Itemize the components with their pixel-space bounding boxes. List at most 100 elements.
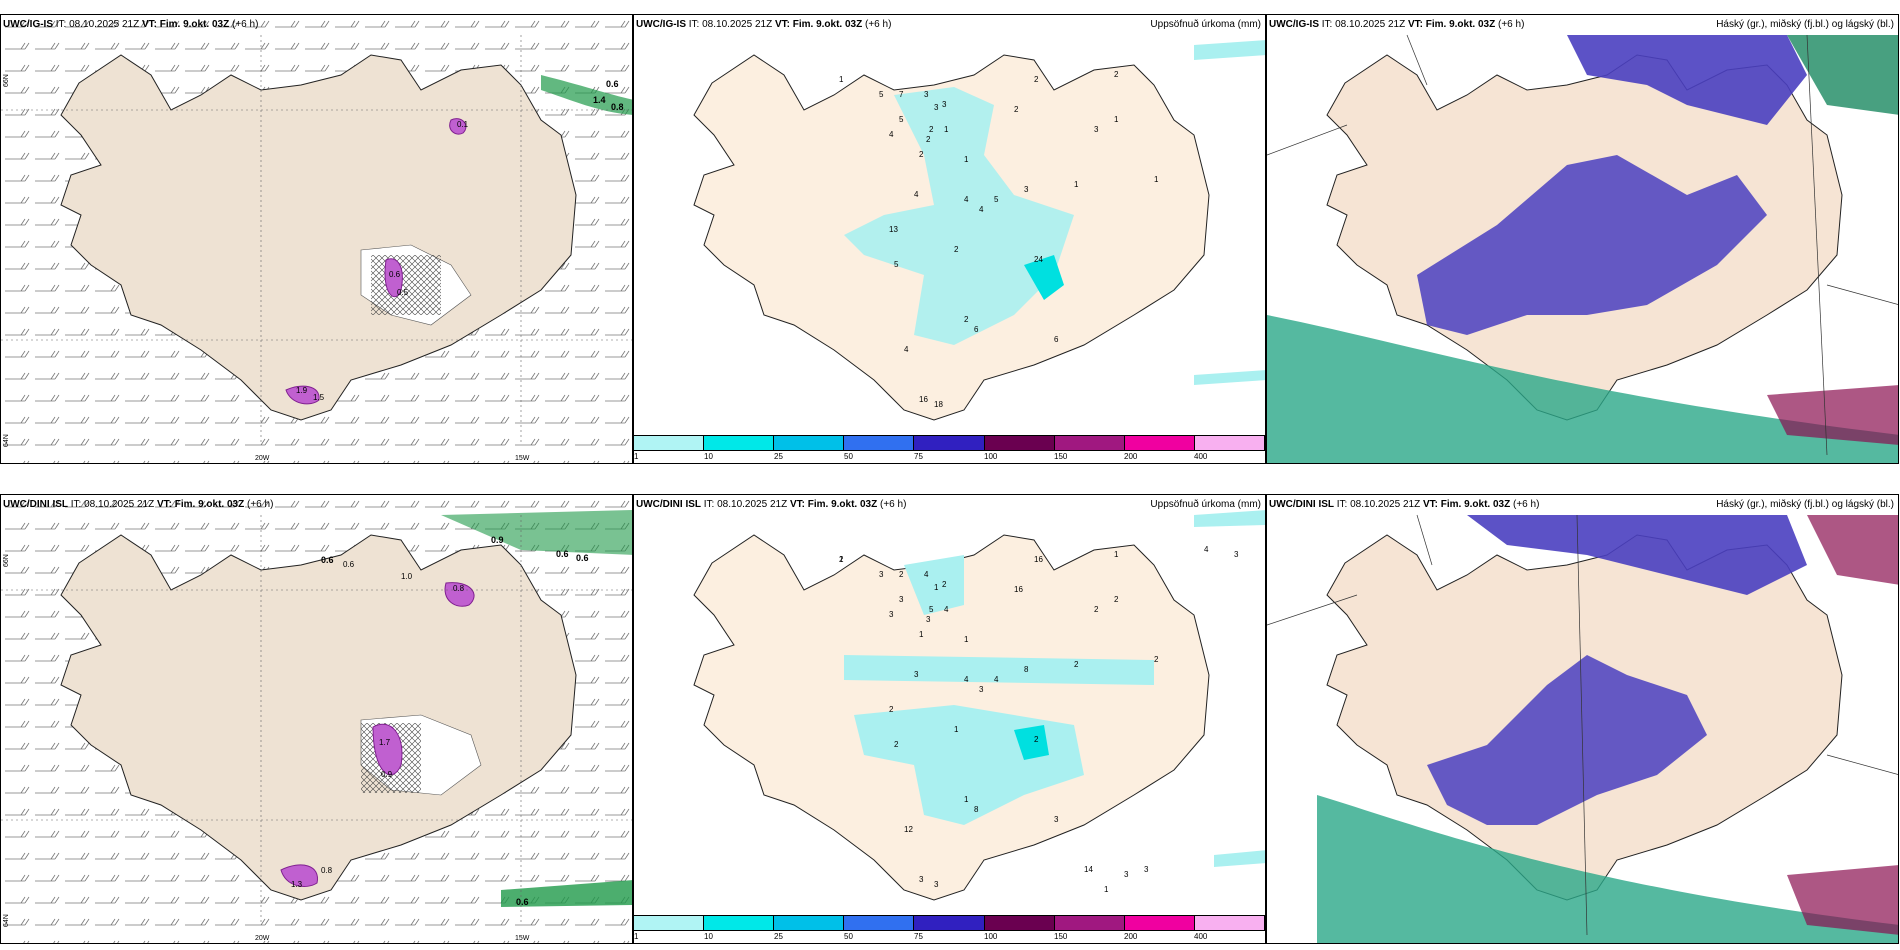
precip-value: 3 (1054, 815, 1059, 824)
precip-area (1214, 850, 1265, 867)
precip-area (844, 655, 1154, 685)
contour-label: 0.5 (397, 288, 409, 297)
precip-value: 1 (954, 725, 959, 734)
precip-value: 2 (894, 740, 899, 749)
colorbar: 1 10 25 50 75 100 150 200 400 (634, 435, 1265, 463)
precip-value: 1 (964, 795, 969, 804)
colorbar-swatch (704, 436, 775, 450)
precip-value: 3 (919, 875, 924, 884)
precip-value: 2 (942, 580, 947, 589)
precip-value: 8 (974, 805, 979, 814)
colorbar-tick: 150 (1054, 452, 1068, 461)
precip-value: 4 (1204, 545, 1209, 554)
precip-value: 2 (1114, 70, 1119, 79)
lon-label: 20W (255, 935, 270, 942)
iceland-land (60, 54, 577, 421)
panel-cloud-row1: UWC/IG-IS IT: 08.10.2025 21Z VT: Fim. 9.… (1266, 14, 1899, 464)
colorbar-swatch (634, 916, 705, 930)
precip-value: 5 (894, 260, 899, 269)
colorbar-tick: 75 (914, 932, 923, 941)
precip-value: 2 (1034, 735, 1039, 744)
colorbar-tick: 1 (634, 452, 639, 461)
precip-area (844, 87, 1074, 345)
panel-wind-row1: 0.6 0.8 1.4 0.1 0.6 1.5 1.9 0.5 UWC/IG-I… (0, 14, 633, 464)
precip-value: 5 (879, 90, 884, 99)
panel-cloud-row2: UWC/DINI ISL IT: 08.10.2025 21Z VT: Fim.… (1266, 494, 1899, 944)
contour-label: 0.6 (321, 555, 334, 565)
precip-value: 1 (964, 155, 969, 164)
mid-cloud (1567, 35, 1807, 125)
precip-value: 2 (1014, 105, 1019, 114)
contour-label: 0.8 (611, 102, 624, 112)
green-band (441, 510, 632, 555)
precip-value: 1 (839, 75, 844, 84)
precip-area (1014, 725, 1049, 760)
precip-value: 3 (914, 670, 919, 679)
colorbar-tick: 25 (774, 932, 783, 941)
low-cloud (1317, 795, 1898, 943)
colorbar-tick: 150 (1054, 932, 1068, 941)
colorbar-swatch (984, 916, 1055, 930)
precip-value: 1 (964, 635, 969, 644)
precip-value: 3 (899, 595, 904, 604)
high-cloud (1807, 515, 1898, 585)
precip-area (1024, 255, 1064, 300)
high-cloud (1767, 385, 1898, 445)
colorbar-tick: 400 (1194, 932, 1208, 941)
precip-value: 4 (964, 675, 969, 684)
colorbar-swatch (704, 916, 775, 930)
precip-value: 3 (942, 100, 947, 109)
precip-value: 2 (929, 125, 934, 134)
green-band (541, 75, 632, 115)
precip-value: 2 (926, 135, 931, 144)
precip-value: 1 (839, 555, 844, 564)
precip-value: 16 (919, 395, 928, 404)
wind-contour (372, 723, 403, 776)
precip-value: 2 (1114, 595, 1119, 604)
precip-area (1194, 370, 1265, 385)
precip-value: 4 (889, 130, 894, 139)
precip-value: 2 (954, 245, 959, 254)
mid-cloud (1467, 515, 1807, 595)
panel-variable-label: Háský (gr.), miðský (fj.bl.) og lágský (… (1716, 19, 1894, 30)
precip-value: 1 (919, 630, 924, 639)
colorbar-swatch (1124, 436, 1195, 450)
precip-value: 5 (929, 605, 934, 614)
colorbar-tick: 200 (1124, 932, 1138, 941)
colorbar-tick: 100 (984, 932, 998, 941)
precip-value: 1 (1154, 175, 1159, 184)
colorbar-tick: 50 (844, 932, 853, 941)
precip-value: 3 (926, 615, 931, 624)
precip-area (1194, 40, 1265, 60)
precip-value: 1 (934, 583, 939, 592)
high-cloud (1787, 35, 1898, 115)
panel-variable-label: Uppsöfnuð úrkoma (mm) (1150, 499, 1261, 510)
precip-value: 1 (944, 125, 949, 134)
precip-value: 2 (964, 315, 969, 324)
precip-value: 3 (1024, 185, 1029, 194)
contour-label: 0.8 (321, 866, 333, 875)
colorbar-swatch (1194, 916, 1265, 930)
precip-value: 6 (974, 325, 979, 334)
colorbar-tick: 1 (634, 932, 639, 941)
mid-cloud (1427, 655, 1707, 825)
precip-value: 4 (924, 570, 929, 579)
panel-precip-row1: 1 5 7 3 3 3 5 4 2 2 2 1 1 4 4 4 5 2 5 13 24 2 4 6 6 16 18 2 2 1 1 3 2 3 1 … (633, 14, 1266, 464)
contour-label: 1.7 (379, 738, 391, 747)
panel-precip-row2: 1 3 2 4 1 2 3 3 5 3 1 4 1 3 4 3 4 1 2 2 2 1 12 8 3 3 3 16 16 2 2 2 1 8 2 14… (633, 494, 1266, 944)
colorbar-swatch (914, 436, 985, 450)
colorbar-tick: 10 (704, 932, 713, 941)
panel-title: UWC/IG-IS IT: 08.10.2025 21Z VT: Fim. 9.… (1269, 19, 1525, 30)
lon-label: 20W (255, 455, 270, 462)
wind-contour (285, 385, 320, 405)
colorbar-tick: 50 (844, 452, 853, 461)
high-cloud (1787, 865, 1898, 935)
colorbar-tick: 75 (914, 452, 923, 461)
lon-label: 15W (515, 455, 530, 462)
precip-area (904, 555, 964, 615)
hatch-area (371, 255, 441, 315)
colorbar-swatch (1124, 916, 1195, 930)
contour-label: 1.4 (593, 95, 606, 105)
colorbar-tick: 100 (984, 452, 998, 461)
precip-value: 16 (1034, 555, 1043, 564)
